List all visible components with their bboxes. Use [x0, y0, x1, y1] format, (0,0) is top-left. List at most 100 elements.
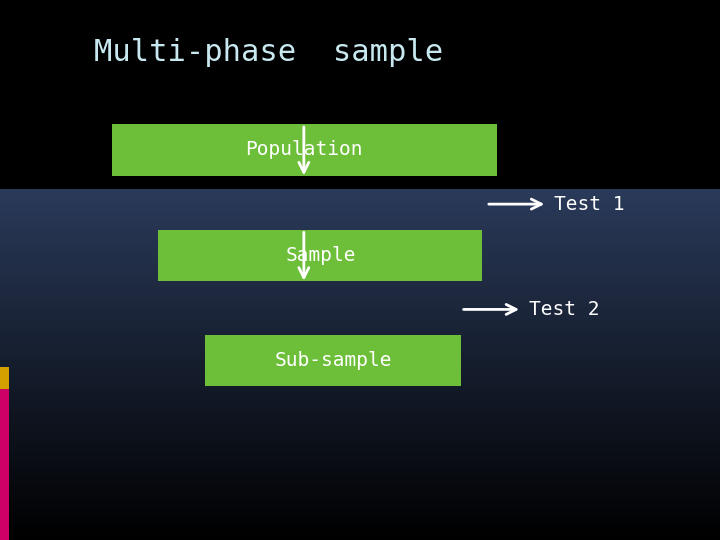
Bar [0, 489, 720, 491]
Bar [0, 529, 720, 531]
Bar [0, 431, 720, 433]
Bar [0, 240, 720, 241]
Bar [0, 224, 720, 226]
Bar [0, 426, 720, 428]
Bar [0, 456, 720, 457]
Bar [0, 421, 720, 422]
Bar [0, 357, 720, 359]
Bar [0, 514, 720, 515]
Bar [0, 384, 720, 386]
Bar [0, 343, 720, 345]
Bar [0, 484, 720, 485]
Bar [0, 247, 720, 248]
Bar [0, 279, 720, 280]
Bar [0, 428, 720, 429]
Bar [0, 315, 720, 317]
Bar [0, 537, 720, 538]
Bar [0, 252, 720, 254]
Bar [0, 329, 720, 331]
Bar [0, 230, 720, 231]
Bar [0, 386, 720, 387]
Bar [0, 528, 720, 529]
Bar [0, 241, 720, 244]
Bar [0, 492, 720, 495]
Bar [0, 363, 720, 364]
Bar [0, 347, 720, 349]
Bar [0, 303, 720, 305]
Bar [0, 208, 720, 210]
Bar [0, 298, 720, 300]
FancyBboxPatch shape [112, 124, 497, 176]
Bar [0, 535, 720, 537]
Bar [0, 265, 720, 266]
Bar [0, 219, 720, 220]
Bar [0, 321, 720, 322]
Bar [0, 319, 720, 321]
Bar [0, 234, 720, 237]
Bar [0, 410, 720, 412]
Bar [0, 389, 9, 540]
Bar [0, 464, 720, 466]
Bar [0, 481, 720, 482]
Bar [0, 459, 720, 461]
Bar [0, 501, 720, 503]
Bar [0, 387, 720, 389]
Bar [0, 467, 720, 468]
Bar [0, 340, 720, 342]
Bar [0, 403, 720, 405]
Bar [0, 475, 720, 477]
Bar [0, 286, 720, 287]
Bar [0, 196, 720, 198]
Bar [0, 510, 720, 512]
Bar [0, 419, 720, 421]
Bar [0, 412, 720, 414]
Bar [0, 531, 720, 533]
Bar [0, 255, 720, 258]
Bar [0, 333, 720, 335]
Bar [0, 512, 720, 514]
Bar [0, 461, 720, 463]
Bar [0, 307, 720, 308]
Bar [0, 338, 720, 340]
Bar [0, 192, 720, 194]
Bar [0, 289, 720, 291]
Bar [0, 342, 720, 343]
Bar [0, 364, 720, 366]
Bar [0, 287, 720, 289]
Bar [0, 407, 720, 408]
Bar [0, 463, 720, 464]
Bar [0, 328, 720, 329]
Bar [0, 450, 720, 453]
Bar [0, 244, 720, 245]
Bar [0, 440, 720, 442]
Bar [0, 262, 720, 265]
Bar [0, 194, 720, 196]
Bar [0, 443, 720, 445]
Bar [0, 227, 720, 230]
Bar [0, 349, 720, 350]
Bar [0, 470, 720, 471]
Bar [0, 473, 720, 475]
Bar [0, 359, 720, 361]
Bar [0, 294, 720, 296]
Bar [0, 478, 720, 481]
Bar [0, 352, 720, 354]
Bar [0, 380, 720, 382]
Bar [0, 245, 720, 247]
Bar [0, 524, 720, 526]
Bar [0, 270, 720, 272]
Text: Test 2: Test 2 [529, 300, 600, 319]
Bar [0, 515, 720, 517]
Bar [0, 454, 720, 456]
Bar [0, 282, 720, 284]
Bar [0, 372, 720, 373]
Bar [0, 354, 720, 356]
Bar [0, 335, 720, 336]
Bar [0, 322, 720, 324]
Bar [0, 438, 720, 440]
Bar [0, 326, 720, 328]
Bar [0, 317, 720, 319]
Text: Sample: Sample [285, 246, 356, 265]
Bar [0, 519, 720, 521]
Bar [0, 220, 720, 222]
